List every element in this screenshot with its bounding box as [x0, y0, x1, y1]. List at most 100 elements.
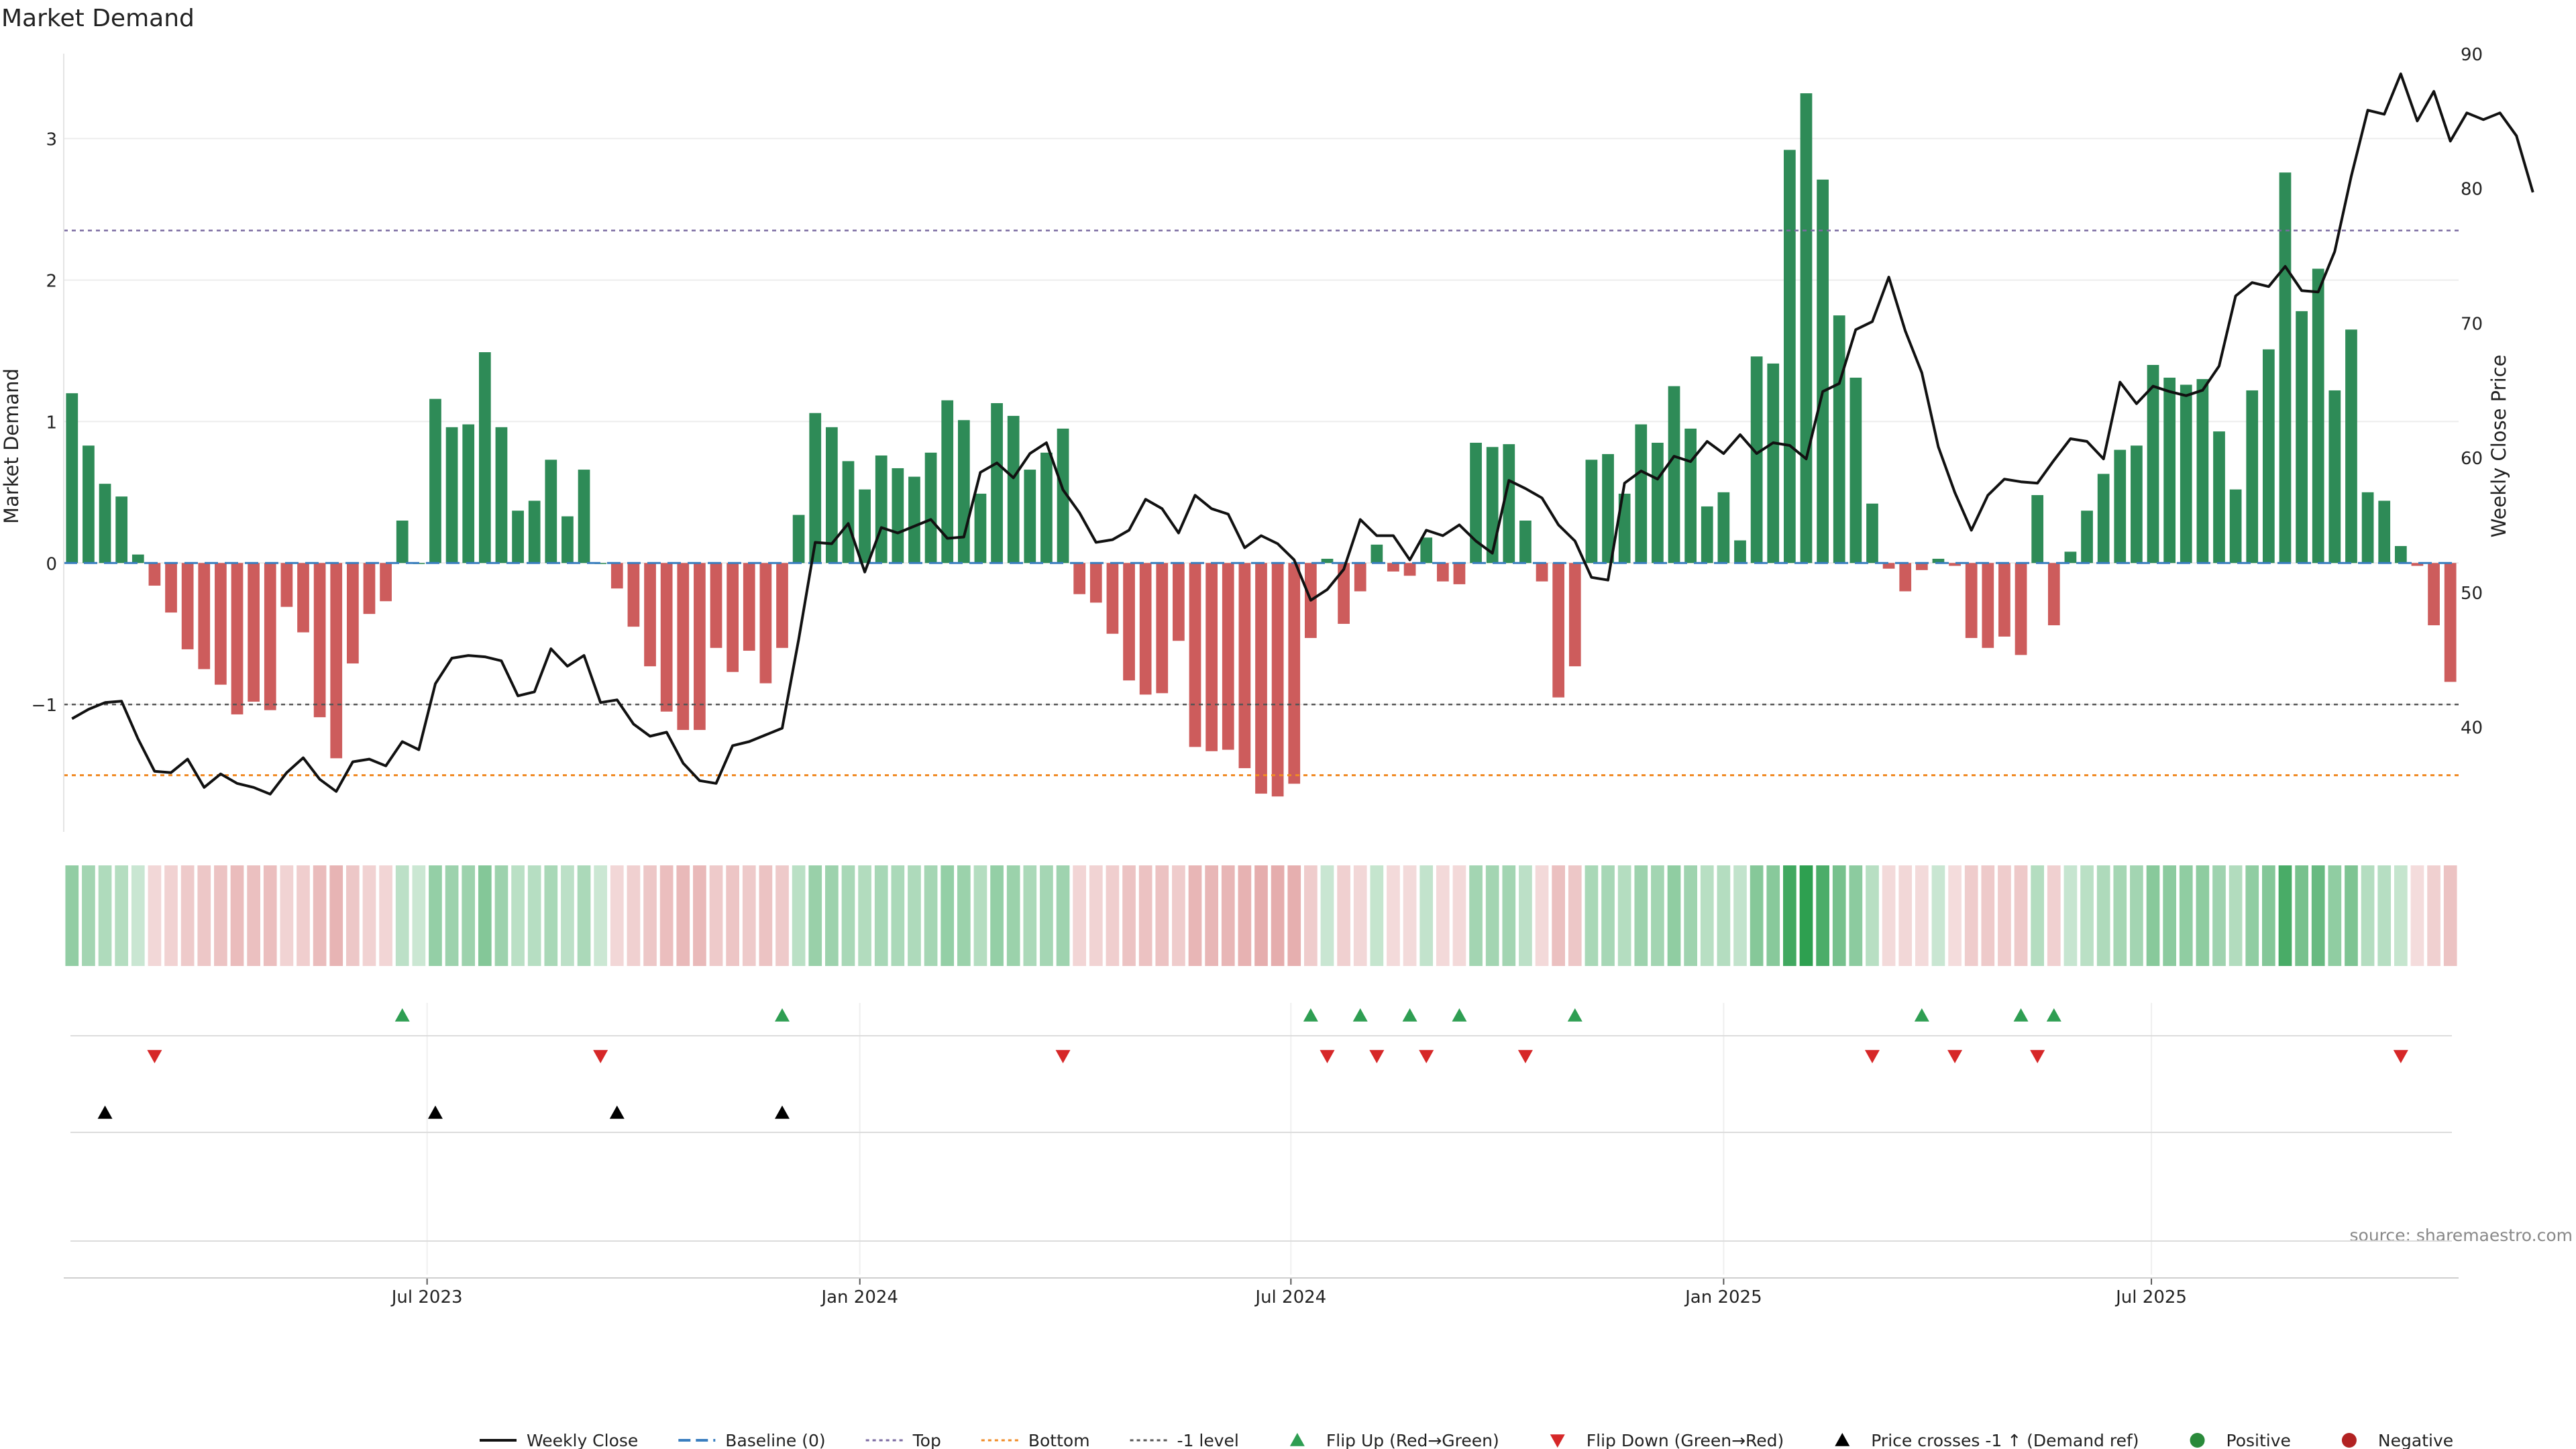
legend-item: Price crosses -1 ↑ (Demand ref): [1835, 1431, 2139, 1449]
demand-bar: [644, 563, 656, 667]
legend-item: Positive: [2190, 1431, 2291, 1449]
legend-label: Baseline (0): [725, 1431, 825, 1449]
flip-down-marker: [2030, 1050, 2045, 1063]
heat-cell: [65, 865, 79, 966]
heat-cell: [2163, 865, 2176, 966]
y2-tick-label: 70: [2461, 314, 2483, 334]
y-tick-label: 0: [46, 554, 57, 574]
heat-cell: [1287, 865, 1301, 966]
heat-cell: [1073, 865, 1087, 966]
x-tick-label: Jul 2024: [1254, 1287, 1326, 1307]
demand-bar: [1750, 356, 1763, 564]
heat-cell: [676, 865, 690, 966]
demand-bar: [1387, 563, 1399, 572]
heat-cell: [1717, 865, 1731, 966]
heat-cell: [1766, 865, 1780, 966]
heat-cell: [1816, 865, 1829, 966]
demand-bar: [1949, 563, 1961, 566]
legend-label: Top: [912, 1431, 941, 1449]
heat-cell: [627, 865, 641, 966]
y2-tick-label: 80: [2461, 180, 2483, 200]
heat-cell: [148, 865, 162, 966]
heat-cell: [908, 865, 921, 966]
heat-cell: [1700, 865, 1714, 966]
heat-cell: [1667, 865, 1681, 966]
demand-bar: [677, 563, 690, 731]
demand-bar: [1998, 563, 2010, 637]
demand-bar: [2015, 563, 2027, 655]
heat-cell: [1271, 865, 1285, 966]
heat-cell: [1964, 865, 1978, 966]
heat-cell: [1205, 865, 1218, 966]
demand-bar: [1635, 424, 1648, 564]
demand-bar: [776, 563, 788, 648]
demand-bar: [627, 563, 640, 627]
demand-bar: [594, 563, 607, 564]
y-tick-label: 1: [46, 413, 57, 433]
demand-bar: [792, 515, 805, 564]
legend-swatch-triangle: [1835, 1433, 1850, 1446]
heat-cell: [2262, 865, 2275, 966]
heat-cell: [1915, 865, 1929, 966]
demand-bar: [892, 468, 904, 564]
legend-item: Flip Up (Red→Green): [1289, 1431, 1499, 1449]
demand-bar: [231, 563, 244, 714]
heat-cell: [1304, 865, 1318, 966]
heat-cell: [115, 865, 129, 966]
legend-item: Flip Down (Green→Red): [1550, 1431, 1784, 1449]
flip-up-marker: [1352, 1008, 1368, 1022]
demand-bar: [131, 554, 144, 564]
heat-cell: [362, 865, 376, 966]
demand-bar: [1783, 150, 1796, 564]
heat-cell: [2377, 865, 2392, 966]
demand-bar: [2097, 474, 2110, 564]
demand-bar: [660, 563, 673, 712]
heat-cell: [1337, 865, 1350, 966]
heat-cell: [1320, 865, 1334, 966]
heat-cell: [709, 865, 723, 966]
demand-bar: [1205, 563, 1218, 751]
price-cross-marker: [427, 1106, 443, 1119]
heat-cell: [841, 865, 855, 966]
heat-cell: [1998, 865, 2011, 966]
demand-bar: [1668, 386, 1680, 564]
demand-bar: [1866, 503, 1878, 564]
heat-cell: [577, 865, 591, 966]
demand-bar: [1436, 563, 1449, 582]
demand-bar: [2031, 495, 2044, 564]
heat-cell: [1403, 865, 1417, 966]
heat-cell: [1387, 865, 1400, 966]
heat-cell: [313, 865, 327, 966]
demand-bar: [1585, 460, 1598, 564]
heat-cell: [280, 865, 294, 966]
heat-cell: [429, 865, 442, 966]
heat-cell: [1617, 865, 1631, 966]
heat-cell: [1799, 865, 1813, 966]
demand-bar: [248, 563, 260, 702]
heat-cell: [1221, 865, 1235, 966]
heat-cell: [1601, 865, 1615, 966]
heat-cell: [164, 865, 178, 966]
demand-bar: [2213, 431, 2225, 564]
demand-bar: [313, 563, 326, 718]
heat-cell: [131, 865, 145, 966]
heat-cell: [1634, 865, 1648, 966]
legend-swatch-triangle: [1550, 1434, 1565, 1448]
demand-bar: [743, 563, 755, 651]
demand-bar: [1173, 563, 1185, 641]
demand-bar: [1899, 563, 1912, 592]
demand-bar: [198, 563, 211, 669]
demand-bar: [991, 402, 1003, 564]
demand-bar: [2246, 390, 2259, 564]
demand-bar: [1338, 563, 1350, 624]
demand-bar: [1238, 563, 1251, 769]
heat-cell: [527, 865, 541, 966]
demand-bar: [2394, 545, 2407, 564]
flip-up-marker: [1452, 1008, 1467, 1022]
demand-bar: [1915, 563, 1928, 570]
heat-cell: [2443, 865, 2457, 966]
demand-bar: [809, 413, 822, 564]
flip-down-marker: [1055, 1050, 1071, 1063]
demand-bar: [727, 563, 739, 672]
heat-cell: [610, 865, 624, 966]
